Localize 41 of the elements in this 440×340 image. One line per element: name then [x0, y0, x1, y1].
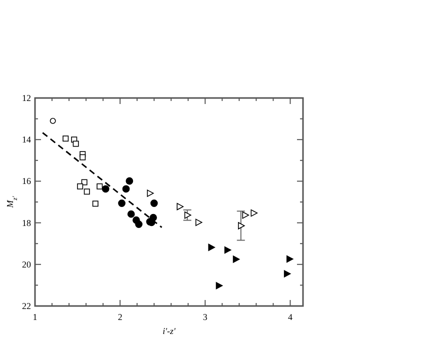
point — [286, 255, 294, 263]
point — [122, 185, 130, 193]
y-tick-label: 20 — [22, 259, 32, 270]
point — [250, 209, 258, 217]
x-tick-label: 4 — [288, 312, 293, 322]
y-tick-label: 14 — [22, 134, 32, 145]
point — [77, 183, 84, 190]
y-tick-label: 18 — [22, 218, 32, 228]
point — [126, 177, 134, 185]
point — [96, 183, 103, 190]
point — [224, 246, 232, 254]
point — [216, 282, 223, 290]
point — [62, 136, 69, 142]
y-tick-label: 16 — [22, 176, 32, 186]
point — [127, 210, 135, 218]
point — [242, 212, 250, 219]
point — [150, 200, 158, 207]
point — [195, 218, 202, 226]
x-tick-label: 3 — [202, 312, 208, 322]
point — [284, 270, 291, 278]
point — [238, 222, 245, 230]
x-tick-label: 1 — [32, 312, 38, 322]
point — [146, 190, 154, 197]
point — [184, 212, 192, 219]
point — [118, 200, 126, 207]
point — [72, 140, 79, 147]
point — [208, 244, 216, 251]
point — [150, 214, 157, 222]
point — [135, 220, 142, 228]
point — [92, 200, 98, 207]
point — [50, 118, 56, 124]
point — [80, 154, 86, 160]
point — [81, 179, 88, 186]
y-tick-label: 12 — [22, 93, 31, 103]
x-tick-label: 2 — [118, 312, 122, 322]
y-tick-label: 22 — [22, 301, 31, 311]
x-axis-title: i'-z' — [162, 326, 176, 336]
point — [176, 202, 184, 210]
point — [232, 256, 240, 263]
point — [102, 185, 110, 193]
point — [84, 188, 90, 195]
